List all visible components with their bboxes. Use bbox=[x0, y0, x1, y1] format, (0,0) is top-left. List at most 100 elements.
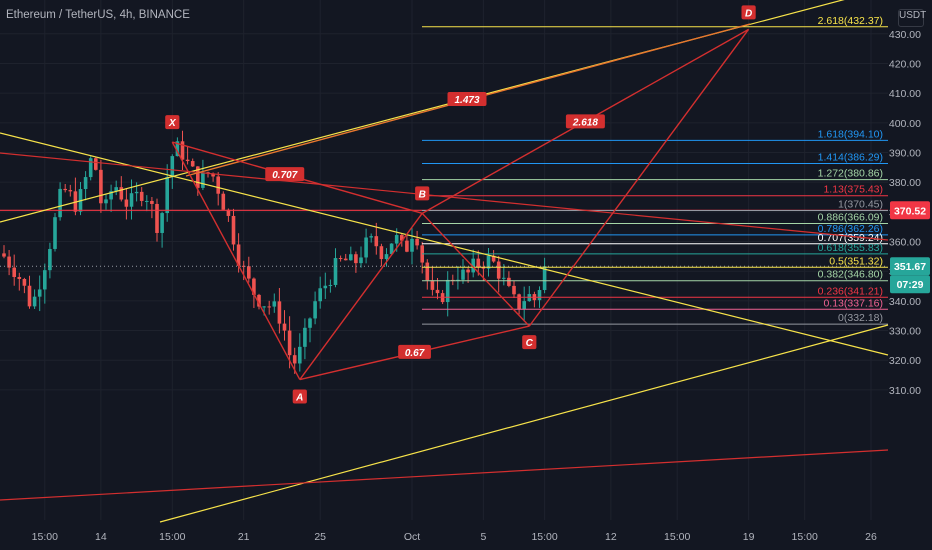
candle-body bbox=[68, 190, 73, 192]
candle-body bbox=[37, 289, 42, 297]
candle-body bbox=[349, 254, 353, 261]
ratio-label: 1.473 bbox=[454, 95, 479, 106]
candle-body bbox=[364, 237, 368, 258]
ratio-label-bg bbox=[398, 344, 431, 359]
candle-body bbox=[262, 306, 266, 308]
price-tag-bg bbox=[890, 257, 930, 276]
y-tick-label: 360.00 bbox=[889, 237, 921, 249]
candle-body bbox=[257, 294, 261, 307]
x-tick-label: 21 bbox=[238, 531, 250, 543]
x-tick-label: 15:00 bbox=[32, 531, 58, 543]
candle-body bbox=[150, 200, 154, 204]
y-tick-label: 310.00 bbox=[889, 385, 921, 397]
fib-level-label: 1(370.45) bbox=[838, 199, 883, 211]
candle-body bbox=[496, 261, 501, 279]
price-axis: 310.00320.00330.00340.00350.00360.00370.… bbox=[889, 29, 930, 397]
candle-body bbox=[435, 289, 440, 294]
candle-body bbox=[292, 355, 297, 364]
candle-body bbox=[282, 323, 287, 331]
horizontal-levels bbox=[0, 209, 888, 267]
y-tick-label: 340.00 bbox=[889, 296, 921, 308]
x-tick-label: Oct bbox=[404, 531, 420, 543]
candle-body bbox=[63, 188, 67, 191]
trend-lines bbox=[0, 0, 889, 523]
pattern-point-label: X bbox=[168, 118, 177, 129]
candle-body bbox=[155, 203, 159, 233]
candle-body bbox=[430, 280, 435, 290]
candle-body bbox=[27, 285, 32, 307]
price-tag: 370.52 bbox=[894, 205, 926, 217]
candle-body bbox=[247, 266, 251, 279]
y-tick-label: 420.00 bbox=[889, 58, 921, 70]
candle-body bbox=[277, 301, 282, 324]
candle-body bbox=[400, 235, 404, 241]
candle-body bbox=[267, 306, 271, 308]
candle-body bbox=[216, 176, 220, 194]
candle-body bbox=[53, 217, 57, 249]
candle-body bbox=[308, 318, 312, 328]
y-tick-label: 390.00 bbox=[889, 147, 921, 159]
fib-level-label: 0.5(351.32) bbox=[829, 255, 883, 267]
candle-body bbox=[139, 191, 144, 201]
candle-body bbox=[415, 238, 419, 246]
trend-line bbox=[159, 324, 889, 523]
pattern-point-label-bg bbox=[415, 186, 430, 201]
ratio-label-bg bbox=[447, 92, 487, 106]
candle-body bbox=[445, 279, 450, 303]
candle-body bbox=[221, 193, 226, 210]
candle-body bbox=[486, 255, 491, 269]
candle-body bbox=[389, 243, 394, 255]
trend-line bbox=[0, 152, 889, 241]
ratio-label: 2.618 bbox=[572, 117, 598, 128]
currency-unit[interactable]: USDT bbox=[898, 9, 926, 27]
candle-body bbox=[512, 285, 516, 295]
chart-title: Ethereum / TetherUS, 4h, BINANCE bbox=[6, 9, 190, 21]
candle-body bbox=[145, 200, 149, 202]
fib-level-label: 0(332.18) bbox=[838, 312, 883, 324]
candle-body bbox=[160, 213, 164, 233]
candle-body bbox=[134, 191, 139, 194]
ratio-label-bg bbox=[265, 167, 305, 182]
pattern-point-label: C bbox=[526, 338, 534, 349]
x-tick-label: 5 bbox=[480, 531, 486, 543]
candle-body bbox=[211, 173, 215, 177]
candle-body bbox=[481, 267, 486, 269]
pattern-point-label-bg bbox=[292, 389, 307, 404]
trend-line bbox=[0, 449, 889, 501]
fib-level-label: 2.618(432.37) bbox=[818, 15, 883, 27]
pattern-point-label: B bbox=[419, 189, 426, 200]
candle-body bbox=[394, 235, 399, 244]
candle-body bbox=[22, 278, 27, 286]
x-tick-label: 12 bbox=[605, 531, 617, 543]
x-tick-label: 15:00 bbox=[664, 531, 690, 543]
candle-body bbox=[114, 187, 118, 192]
y-tick-label: 320.00 bbox=[889, 355, 921, 367]
candle-body bbox=[471, 258, 475, 273]
x-tick-label: 19 bbox=[743, 531, 755, 543]
grid bbox=[0, 0, 888, 520]
candle-body bbox=[466, 269, 470, 273]
pattern-leg bbox=[171, 141, 301, 380]
x-tick-label: 25 bbox=[314, 531, 326, 543]
candle-body bbox=[374, 236, 379, 247]
fib-level-label: 0.618(355.83) bbox=[818, 242, 883, 254]
candle-body bbox=[170, 156, 175, 178]
candle-body bbox=[323, 285, 328, 289]
candle-body bbox=[94, 158, 98, 170]
candle-body bbox=[461, 269, 465, 280]
candle-body bbox=[104, 199, 108, 204]
ratio-label-bg bbox=[565, 114, 605, 129]
fib-level-label: 0.236(341.21) bbox=[818, 285, 883, 297]
candle-body bbox=[252, 278, 256, 295]
candle-body bbox=[384, 254, 389, 260]
candle-body bbox=[318, 288, 322, 302]
fib-level-label: 0.382(346.80) bbox=[818, 269, 883, 281]
pattern-point-label-bg bbox=[165, 115, 180, 130]
candle-body bbox=[12, 267, 16, 277]
candle-body bbox=[333, 258, 338, 285]
candle-body bbox=[491, 255, 496, 262]
price-tag: 351.67 bbox=[894, 261, 926, 273]
pattern-leg bbox=[421, 212, 530, 327]
